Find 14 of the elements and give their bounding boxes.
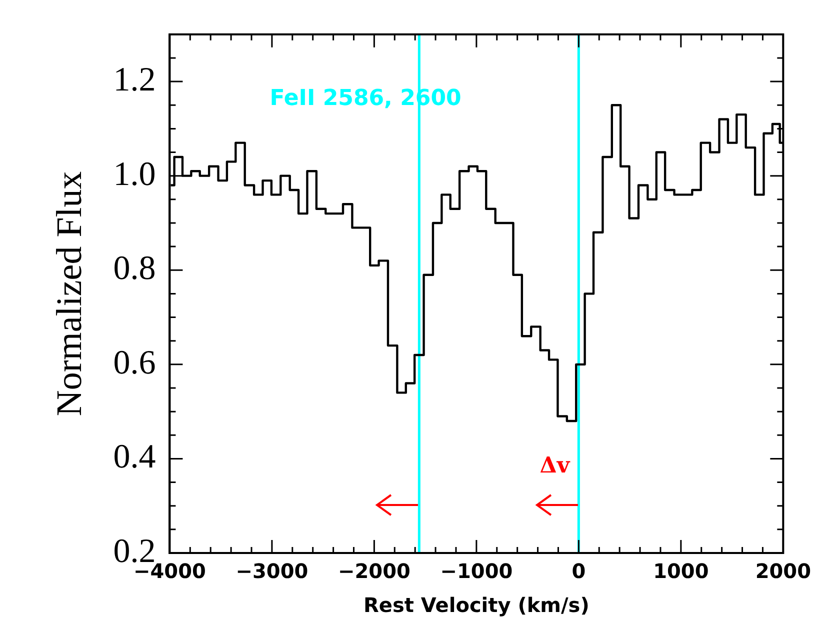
y-tick-label: 0.4 (113, 438, 156, 476)
y-tick-label: 0.8 (113, 250, 156, 288)
y-tick-label: 0.6 (113, 344, 156, 382)
x-tick-label: 2000 (755, 559, 812, 584)
x-tick-label: −1000 (440, 559, 513, 584)
x-tick-label: −3000 (236, 559, 308, 584)
y-tick-label: 1.2 (113, 61, 156, 98)
y-tick-label: 1.0 (113, 156, 156, 193)
annotation: Δv (540, 452, 571, 479)
x-tick-label: 1000 (653, 559, 709, 584)
x-tick-label: −2000 (338, 559, 410, 584)
y-axis-title: Normalized Flux (49, 171, 90, 416)
x-axis-title: Rest Velocity (km/s) (364, 593, 590, 618)
x-tick-label: 0 (572, 559, 586, 584)
